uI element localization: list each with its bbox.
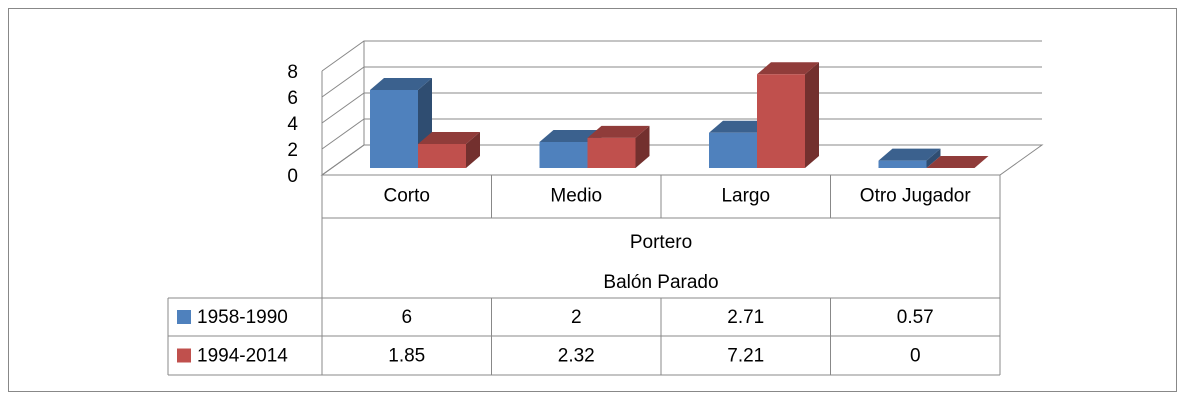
table-value: 7.21: [727, 346, 764, 367]
bar: [926, 156, 989, 168]
bar-face: [418, 131, 480, 144]
bar-face: [539, 142, 588, 168]
bar-face: [587, 137, 636, 168]
table-value: 1.85: [388, 346, 425, 367]
y-tick-label: 0: [287, 166, 298, 187]
bar: [587, 125, 650, 168]
bar-face: [805, 62, 819, 168]
y-tick-label: 2: [287, 140, 298, 161]
bar-face: [418, 143, 466, 168]
chart-border: [8, 8, 1177, 392]
table-value: 6: [401, 307, 412, 328]
table-value: 0.57: [897, 307, 934, 328]
table-value: 2: [571, 307, 582, 328]
bar-face: [370, 78, 432, 90]
bar-face: [878, 160, 927, 168]
bar-face: [926, 148, 941, 168]
x-tick-label: Otro Jugador: [860, 186, 972, 207]
bar-face: [757, 74, 805, 168]
grid-line: [321, 40, 1042, 72]
bar-face: [635, 125, 650, 168]
table-value: 2.32: [558, 346, 595, 367]
legend-swatch: [177, 310, 191, 324]
table-value: 2.71: [727, 307, 764, 328]
bar-face: [539, 130, 602, 142]
bar-face: [587, 125, 650, 138]
table-value: 0: [910, 346, 921, 367]
legend-label: 1958-1990: [197, 307, 288, 328]
bar: [878, 148, 941, 168]
bar: [757, 62, 819, 168]
bar: [418, 131, 480, 168]
x-group-label: Balón Parado: [603, 272, 718, 293]
x-tick-label: Largo: [721, 186, 770, 207]
y-tick-label: 8: [287, 62, 298, 83]
x-group-label: Portero: [630, 232, 692, 253]
x-tick-label: Corto: [384, 186, 430, 207]
bar-face: [709, 132, 757, 168]
bar-face: [466, 131, 480, 168]
bar-face: [926, 156, 989, 168]
legend-label: 1994-2014: [197, 346, 288, 367]
bar-face: [709, 120, 771, 133]
y-tick-label: 6: [287, 88, 298, 109]
bar-face: [757, 62, 819, 75]
y-tick-label: 4: [287, 114, 298, 135]
bar-face: [370, 90, 418, 168]
legend-swatch: [177, 348, 191, 363]
x-tick-label: Medio: [550, 186, 602, 207]
bar-face: [878, 148, 941, 161]
